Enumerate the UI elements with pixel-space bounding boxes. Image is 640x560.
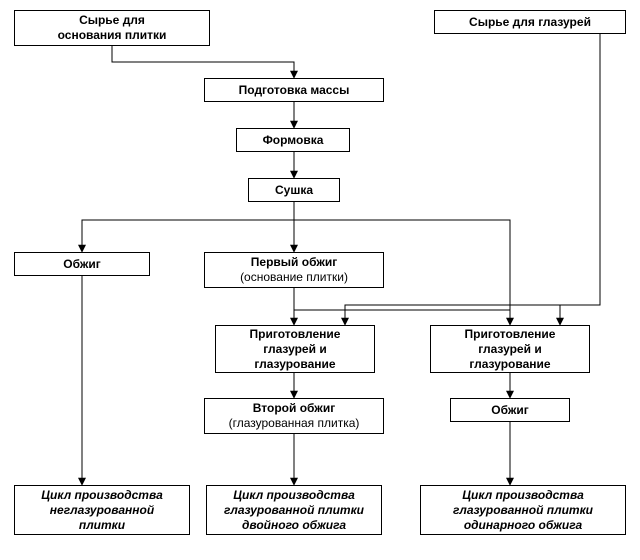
node-drying: Сушка xyxy=(248,178,340,202)
node-prepare: Подготовка массы xyxy=(204,78,384,102)
node-label: Первый обжиг xyxy=(251,255,337,270)
node-result_l: Цикл производстванеглазурованнойплитки xyxy=(14,485,190,535)
node-label: (глазурованная плитка) xyxy=(229,416,360,431)
node-label: Формовка xyxy=(263,133,324,148)
node-raw_tile: Сырье дляоснования плитки xyxy=(14,10,210,46)
node-label: Сырье для xyxy=(79,13,145,28)
node-result_r: Цикл производстваглазурованной плиткиоди… xyxy=(420,485,626,535)
node-result_m: Цикл производстваглазурованной плиткидво… xyxy=(206,485,382,535)
node-label: Обжиг xyxy=(63,257,100,272)
node-firing_r: Обжиг xyxy=(450,398,570,422)
node-label: глазурование xyxy=(254,357,335,372)
node-first_fire: Первый обжиг(основание плитки) xyxy=(204,252,384,288)
node-label: Второй обжиг xyxy=(253,401,335,416)
node-firing_left: Обжиг xyxy=(14,252,150,276)
node-label: Цикл производства xyxy=(462,488,584,503)
node-label: (основание плитки) xyxy=(240,270,348,285)
node-label: Цикл производства xyxy=(233,488,355,503)
node-label: глазурованной плитки xyxy=(224,503,364,518)
node-label: двойного обжига xyxy=(242,518,346,533)
node-glaze_mid: Приготовлениеглазурей иглазурование xyxy=(215,325,375,373)
node-label: глазурей и xyxy=(478,342,541,357)
edge xyxy=(112,46,294,78)
node-label: неглазурованной xyxy=(50,503,154,518)
node-label: глазурование xyxy=(469,357,550,372)
edge xyxy=(82,220,294,252)
edge xyxy=(560,305,600,325)
edge xyxy=(294,310,510,325)
node-raw_glaze: Сырье для глазурей xyxy=(434,10,626,34)
node-label: Обжиг xyxy=(491,403,528,418)
node-second_fire: Второй обжиг(глазурованная плитка) xyxy=(204,398,384,434)
node-label: основания плитки xyxy=(58,28,167,43)
node-glaze_right: Приготовлениеглазурей иглазурование xyxy=(430,325,590,373)
node-label: Подготовка массы xyxy=(239,83,350,98)
node-forming: Формовка xyxy=(236,128,350,152)
node-label: плитки xyxy=(79,518,125,533)
node-label: Сырье для глазурей xyxy=(469,15,591,30)
node-label: Приготовление xyxy=(465,327,556,342)
node-label: Приготовление xyxy=(250,327,341,342)
node-label: глазурованной плитки xyxy=(453,503,593,518)
node-label: глазурей и xyxy=(263,342,326,357)
node-label: Цикл производства xyxy=(41,488,163,503)
node-label: Сушка xyxy=(275,183,313,198)
node-label: одинарного обжига xyxy=(464,518,582,533)
